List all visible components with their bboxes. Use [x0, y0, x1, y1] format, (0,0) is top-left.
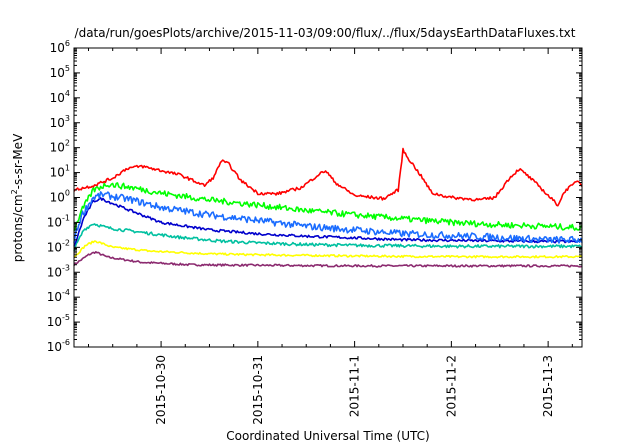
- y-tick-label: 10-5: [47, 313, 70, 329]
- y-axis-label-rest: -s-sr-MeV: [11, 133, 25, 189]
- x-tick-label: 2015-10-30: [154, 355, 168, 425]
- y-tick-label: 10-6: [47, 338, 70, 354]
- series-line: [73, 182, 583, 232]
- y-tick-label: 100: [50, 189, 70, 205]
- x-tick-label: 2015-11-3: [541, 355, 555, 417]
- series-line: [73, 240, 583, 259]
- x-tick-label: 2015-10-31: [251, 355, 265, 425]
- series-line: [73, 191, 583, 244]
- y-tick-label: 10-4: [47, 288, 70, 304]
- y-tick-label: 103: [50, 114, 70, 130]
- series-line: [73, 147, 583, 207]
- x-tick-label: 2015-11-1: [348, 355, 362, 417]
- y-axis-label-sup: 2: [10, 189, 19, 194]
- series-line: [73, 251, 583, 268]
- x-axis: 2015-10-30 2015-10-31 2015-11-1 2015-11-2 20…: [88, 48, 573, 425]
- series-line: [73, 197, 583, 247]
- y-tick-label: 10-1: [47, 213, 70, 229]
- y-tick-label: 10-3: [47, 263, 70, 279]
- y-tick-label: 10-2: [47, 238, 70, 254]
- y-axis-label-base: protons/cm: [11, 194, 25, 262]
- x-tick-label: 2015-11-2: [444, 355, 458, 417]
- y-axis: 10-6 10-5 10-4 10-3 10-2 10-1 100 101 102 103 104 1…: [47, 39, 582, 354]
- y-tick-label: 102: [50, 139, 70, 155]
- series-line: [73, 223, 583, 252]
- x-axis-label: Coordinated Universal Time (UTC): [226, 429, 429, 443]
- y-tick-label: 104: [50, 89, 70, 105]
- plot-frame: [73, 47, 583, 348]
- y-tick-label: 101: [50, 164, 70, 180]
- y-tick-label: 106: [50, 39, 70, 55]
- series-layer: [73, 147, 583, 268]
- chart-title: /data/run/goesPlots/archive/2015-11-03/0…: [75, 26, 576, 40]
- y-axis-label: protons/cm2-s-sr-MeV: [10, 133, 25, 262]
- y-tick-label: 105: [50, 64, 70, 80]
